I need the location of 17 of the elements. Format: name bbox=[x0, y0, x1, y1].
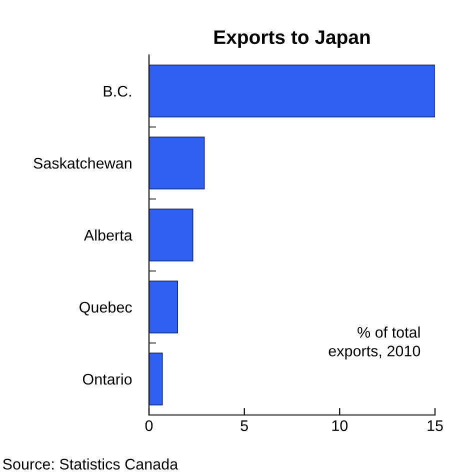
y-tick-label: Ontario bbox=[82, 373, 132, 385]
source-note: Source: Statistics Canada bbox=[2, 458, 178, 470]
y-tick-label: Quebec bbox=[80, 301, 132, 316]
bar bbox=[149, 208, 194, 262]
chart-title: Exports to Japan bbox=[214, 30, 370, 48]
bar bbox=[149, 136, 205, 190]
x-tick-label: 15 bbox=[428, 420, 443, 432]
x-tick-label: 5 bbox=[240, 420, 248, 432]
bar bbox=[149, 64, 435, 118]
x-tick-label: 10 bbox=[332, 420, 348, 432]
y-tick-label: Alberta bbox=[84, 229, 132, 241]
annotation: % of total exports, 2010 bbox=[328, 326, 420, 360]
bar bbox=[149, 280, 178, 334]
x-tick-label: 0 bbox=[145, 420, 153, 432]
y-tick-label: Saskatchewan bbox=[34, 157, 132, 169]
bar bbox=[149, 352, 163, 406]
y-tick-label: B.C. bbox=[104, 86, 131, 97]
